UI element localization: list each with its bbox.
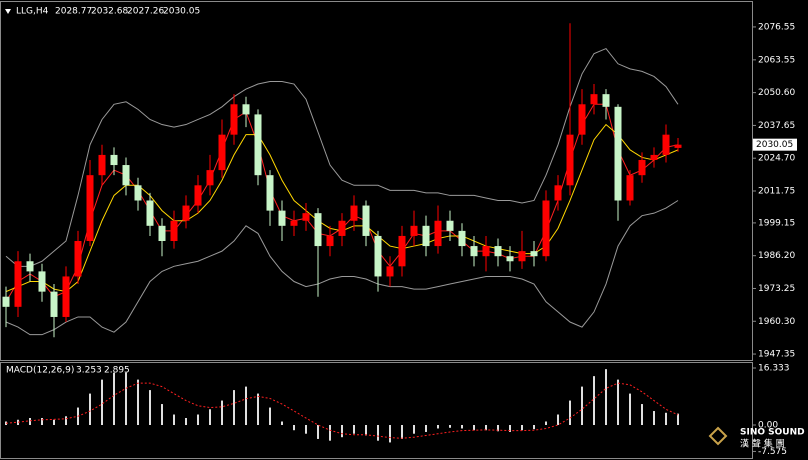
signal-line bbox=[5, 382, 679, 439]
candle-body bbox=[182, 205, 190, 221]
candle-body bbox=[254, 114, 262, 176]
y-tick-label: 2037.65 bbox=[758, 121, 795, 131]
candle-body bbox=[506, 256, 514, 262]
candle-body bbox=[62, 276, 70, 317]
y-tick-label: 2011.75 bbox=[758, 187, 795, 197]
y-tick-label: 1973.25 bbox=[758, 284, 795, 294]
macd-signal-value: 2.895 bbox=[104, 366, 130, 376]
candle-body bbox=[230, 104, 238, 135]
main-frame bbox=[0, 1, 753, 361]
candle-body bbox=[362, 205, 370, 236]
candle-body bbox=[326, 235, 334, 247]
candle-body bbox=[98, 154, 106, 176]
logo-subtext: 漢 聲 集 團 bbox=[740, 438, 785, 450]
y-tick-label: 2076.55 bbox=[758, 22, 795, 32]
header-close: 2030.05 bbox=[163, 7, 200, 17]
candle-body bbox=[206, 170, 214, 186]
candle-body bbox=[110, 154, 118, 166]
candle-body bbox=[590, 94, 598, 105]
candle-body bbox=[2, 296, 10, 307]
y-tick-label: 16.333 bbox=[758, 363, 790, 373]
y-tick-label: 1947.35 bbox=[758, 350, 795, 360]
y-tick-label: 1986.20 bbox=[758, 251, 795, 261]
candle-body bbox=[422, 225, 430, 247]
logo-text: SINO SOUND bbox=[740, 428, 805, 438]
y-tick-label: 0.00 bbox=[758, 420, 778, 430]
macd-value: 3.253 bbox=[76, 366, 102, 376]
candle-body bbox=[14, 261, 22, 307]
y-tick-label: 1960.30 bbox=[758, 317, 795, 327]
candle-body bbox=[350, 205, 358, 221]
candle-body bbox=[338, 220, 346, 236]
candle-body bbox=[626, 175, 634, 201]
y-tick-label: -7.575 bbox=[758, 447, 787, 457]
candle-body bbox=[566, 134, 574, 186]
candle-body bbox=[314, 213, 322, 247]
y-tick-label: 2050.60 bbox=[758, 88, 795, 98]
candle-body bbox=[290, 220, 298, 226]
header-open: 2028.77 bbox=[55, 7, 92, 17]
y-tick-label: 2024.70 bbox=[758, 154, 795, 164]
logo: SINO SOUND 漢 聲 集 團 bbox=[708, 426, 805, 450]
candle-body bbox=[302, 213, 310, 221]
candle-body bbox=[542, 200, 550, 257]
candle-body bbox=[278, 210, 286, 226]
candle-body bbox=[458, 230, 466, 247]
y-tick-label: 2063.55 bbox=[758, 55, 795, 65]
candle-body bbox=[134, 185, 142, 201]
indicator-line bbox=[5, 47, 679, 267]
candle-body bbox=[218, 134, 226, 171]
y-tick-label: 1999.15 bbox=[758, 218, 795, 228]
candle-body bbox=[122, 165, 130, 186]
candle-body bbox=[578, 104, 586, 135]
candle-body bbox=[482, 246, 490, 257]
candle-body bbox=[170, 220, 178, 242]
candle-body bbox=[494, 246, 502, 257]
macd-frame bbox=[0, 362, 753, 459]
candle-body bbox=[398, 235, 406, 267]
price-label: 2030.05 bbox=[756, 140, 793, 150]
candle-body bbox=[614, 106, 622, 201]
macd-title: MACD(12,26,9) bbox=[6, 366, 74, 376]
candle-body bbox=[530, 251, 538, 257]
candle-body bbox=[386, 266, 394, 277]
candle-body bbox=[518, 251, 526, 262]
candle-body bbox=[86, 175, 94, 242]
chart-title: LLG,H4 bbox=[16, 7, 49, 17]
candle-body bbox=[50, 291, 58, 317]
price-label-box bbox=[753, 138, 797, 151]
menu-arrow bbox=[5, 9, 11, 14]
candle-body bbox=[74, 241, 82, 277]
header-high: 2032.68 bbox=[91, 7, 128, 17]
candle-body bbox=[374, 235, 382, 277]
candle-body bbox=[434, 220, 442, 247]
candle-body bbox=[662, 134, 670, 155]
candle-body bbox=[242, 104, 250, 115]
logo-icon bbox=[708, 426, 728, 446]
candle-body bbox=[38, 271, 46, 292]
header-low: 2027.26 bbox=[127, 7, 164, 17]
candle-body bbox=[470, 246, 478, 257]
candle-body bbox=[158, 225, 166, 242]
candle-body bbox=[266, 175, 274, 211]
candle-body bbox=[602, 94, 610, 107]
candle-body bbox=[446, 220, 454, 231]
candle-body bbox=[554, 185, 562, 201]
candle-body bbox=[650, 154, 658, 160]
candle-body bbox=[638, 159, 646, 176]
candle-body bbox=[410, 225, 418, 236]
candle-body bbox=[26, 261, 34, 272]
indicator-line bbox=[5, 200, 679, 336]
candle-body bbox=[146, 200, 154, 226]
candle-body bbox=[674, 144, 682, 148]
candle-body bbox=[194, 185, 202, 206]
